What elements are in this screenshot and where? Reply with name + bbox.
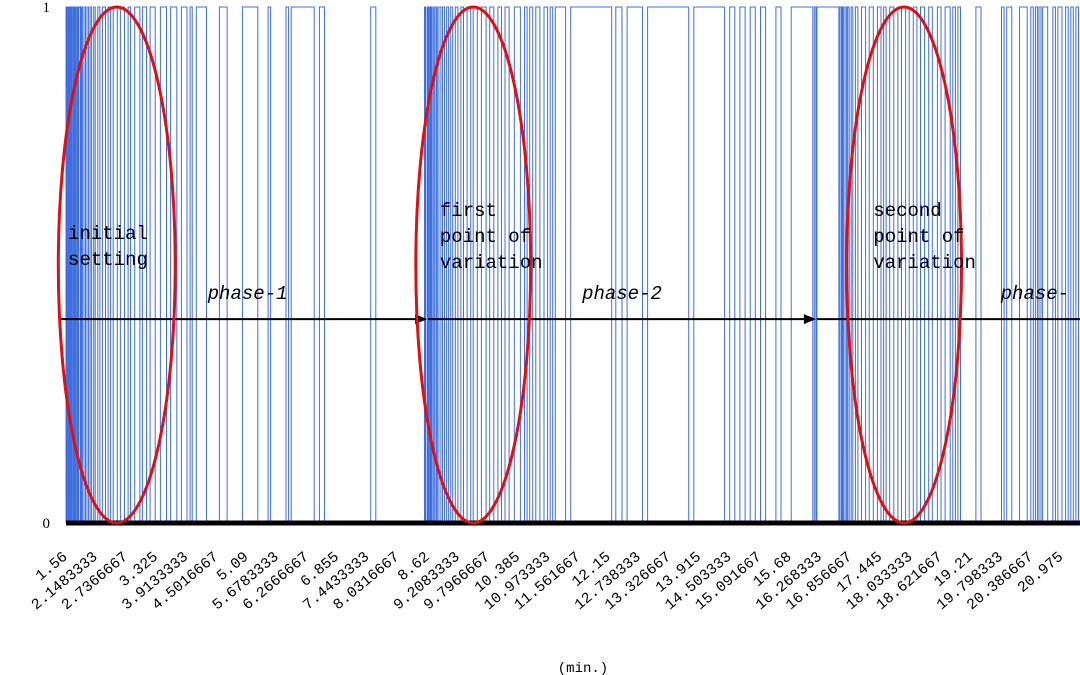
phase-label: phase-2 [581,283,662,305]
phase-label: phase- [1000,283,1069,305]
x-axis-label: (min.) [558,661,608,675]
phase-label: phase-1 [207,283,288,305]
y-axis-ticks: 01 [43,0,51,532]
highlight-ellipse [56,5,177,525]
annotation-label: variation [440,252,543,274]
x-axis-ticks: 1.562.14833332.73666673.3253.91333334.50… [28,549,1067,614]
annotation-label: second [873,200,941,222]
annotation-label: point of [873,226,964,248]
annotations: initial setting first point of variation seco… [68,200,976,274]
arrow-head [803,314,816,325]
annotation-label: initial [68,223,148,245]
y-tick-label: 1 [43,0,51,16]
highlight-ellipse [414,5,533,525]
annotation-label: setting [68,249,148,271]
highlight-ellipse [845,5,964,525]
annotation-label: variation [873,252,976,274]
phase-arrows: phase-1 phase-2 phase- [60,283,1080,325]
annotation-label: first [440,200,497,222]
y-tick-label: 0 [43,516,51,532]
annotation-label: point of [440,226,531,248]
highlight-ellipses [56,5,964,525]
